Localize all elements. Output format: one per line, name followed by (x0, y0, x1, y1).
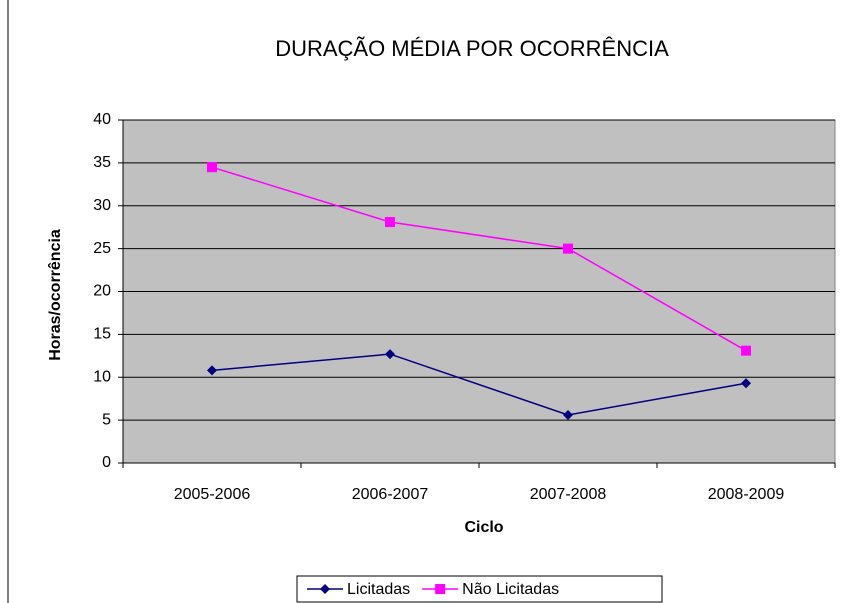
x-tick-label: 2005-2006 (174, 486, 251, 503)
y-tick-label: 35 (93, 154, 111, 171)
series-marker (385, 217, 395, 228)
chart-title: DURAÇÃO MÉDIA POR OCORRÊNCIA (275, 36, 669, 61)
legend-box (296, 575, 663, 603)
legend-marker (320, 584, 330, 594)
y-tick-label: 40 (93, 111, 111, 128)
x-tick-label: 2008-2009 (708, 486, 785, 503)
x-tick-label: 2007-2008 (530, 486, 607, 503)
series-marker (563, 243, 573, 254)
x-axis-label: Ciclo (464, 519, 503, 536)
legend-label: Licitadas (347, 581, 410, 598)
legend-marker (435, 584, 446, 594)
y-tick-label: 5 (102, 411, 111, 428)
y-tick-label: 0 (102, 454, 111, 471)
y-axis-label: Horas/ocorrência (47, 229, 64, 361)
series-marker (207, 162, 217, 173)
x-tick-label: 2006-2007 (352, 486, 429, 503)
y-tick-label: 10 (93, 368, 111, 385)
y-tick-label: 30 (93, 197, 111, 214)
series-marker (563, 409, 573, 420)
y-tick-label: 15 (93, 326, 111, 343)
series-marker (741, 378, 751, 389)
series-marker (741, 345, 751, 356)
series-marker (385, 349, 395, 360)
legend-label: Não Licitadas (462, 581, 559, 598)
series-marker (207, 365, 217, 376)
y-tick-label: 20 (93, 283, 111, 300)
series-line (211, 166, 747, 352)
y-tick-label: 25 (93, 240, 111, 257)
series-line (211, 353, 747, 416)
